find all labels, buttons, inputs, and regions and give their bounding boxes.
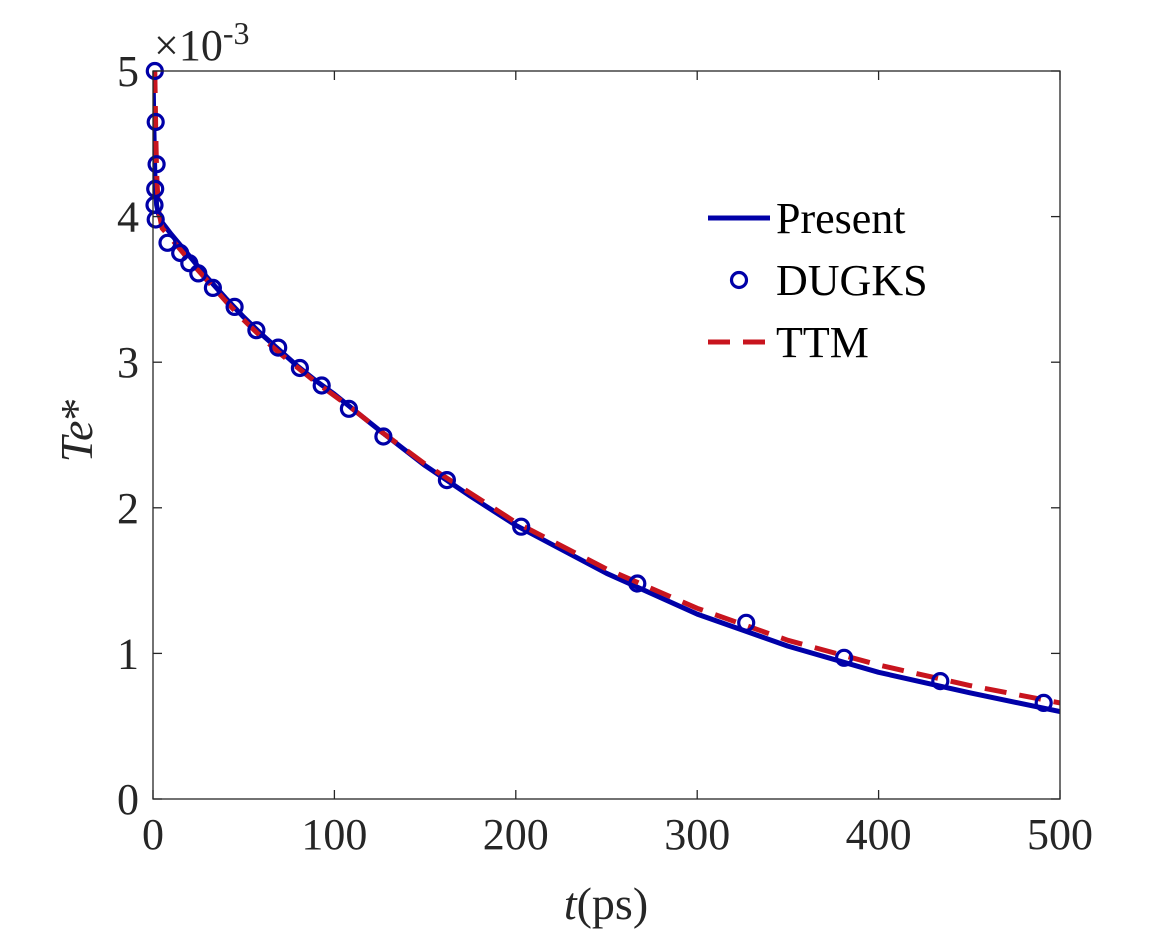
x-tick-label: 100 [301,810,367,859]
y-scale-factor: ×10-3 [154,15,249,70]
y-tick-label: 0 [117,775,139,824]
dugks-point [512,517,531,536]
dugks-point [339,399,358,418]
y-tick-label: 1 [117,629,139,678]
dugks-point [158,233,177,252]
dugks-point [147,155,166,174]
dugks-point [171,243,190,263]
y-tick-label: 3 [117,338,139,387]
dugks-point [203,278,222,297]
dugks-point [180,254,199,273]
dugks-point [437,471,456,490]
dugks-point [146,112,165,132]
dugks-point [290,358,309,378]
x-tick-label: 200 [483,810,549,859]
x-tick-label: 0 [142,810,164,859]
plot-frame [152,70,1061,800]
x-tick-label: 400 [846,810,912,859]
ttm-line [153,70,1060,706]
dugks-point [737,613,756,632]
y-axis-label: Te* [51,398,102,463]
legend-dugks-swatch [729,270,749,290]
dugks-point [931,671,950,691]
y-tick-label: 5 [117,47,139,96]
dugks-point [146,210,165,229]
legend-present-label: Present [776,194,906,243]
y-tick-label: 4 [117,193,139,242]
dugks-point [269,338,288,357]
dugks-point [834,648,854,667]
x-tick-label: 500 [1027,810,1093,859]
dugks-point [247,321,266,340]
legend-ttm-label: TTM [776,318,869,367]
x-tick-label: 300 [664,810,730,859]
dugks-point [374,427,393,446]
dugks-point [1034,693,1053,713]
dugks-point [312,376,331,395]
dugks-point [225,297,244,316]
legend-dugks-label: DUGKS [776,256,928,305]
dugks-point [189,264,208,283]
present-line [153,70,1060,715]
y-tick-label: 2 [117,484,139,533]
x-axis-label: t(ps) [564,878,648,929]
dugks-point [628,574,647,593]
